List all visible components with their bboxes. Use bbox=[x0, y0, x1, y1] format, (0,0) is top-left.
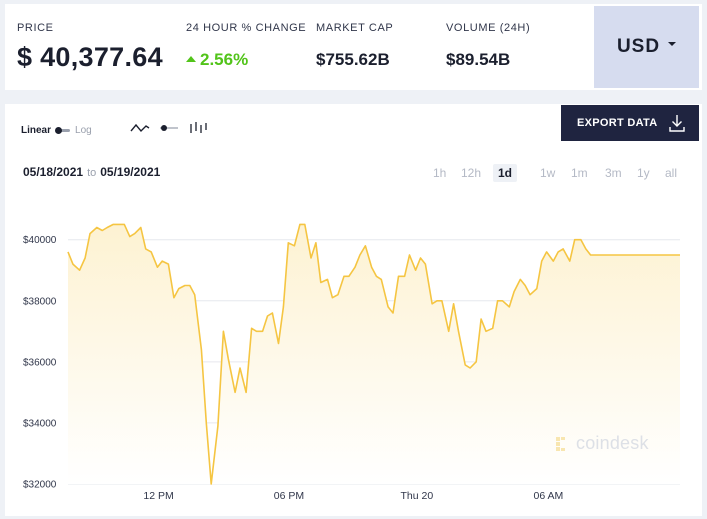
stats-bar: PRICE $ 40,377.64 24 HOUR % CHANGE 2.56%… bbox=[5, 4, 702, 90]
x-axis-ticks: 12 PM 06 PM Thu 20 06 AM bbox=[143, 490, 563, 502]
time-range-selector: 1h 12h 1d 1w 1m 3m 1y all bbox=[5, 164, 702, 186]
scale-switch[interactable] bbox=[55, 127, 71, 134]
market-cap-label: MARKET CAP bbox=[316, 22, 394, 34]
x-tick-label: 06 PM bbox=[274, 490, 304, 502]
range-button-1y[interactable]: 1y bbox=[637, 166, 650, 180]
change-percent: 2.56% bbox=[200, 50, 249, 69]
y-tick-label: $38000 bbox=[23, 296, 57, 307]
price-chart[interactable]: $32000 $34000 $36000 $38000 $40000 12 PM 06 P… bbox=[5, 104, 702, 516]
scale-switch-knob bbox=[55, 127, 63, 134]
line-chart-icon[interactable] bbox=[129, 121, 151, 135]
y-tick-label: $36000 bbox=[23, 357, 57, 368]
range-button-1w[interactable]: 1w bbox=[540, 166, 556, 180]
coindesk-logo-icon bbox=[556, 436, 565, 451]
y-tick-label: $32000 bbox=[23, 480, 57, 491]
change-label: 24 HOUR % CHANGE bbox=[186, 22, 307, 34]
coindesk-watermark: coindesk bbox=[554, 433, 649, 454]
date-range-to: to bbox=[87, 167, 97, 179]
x-tick-label: 06 AM bbox=[534, 490, 564, 502]
price-label: PRICE bbox=[17, 22, 54, 34]
range-button-1m[interactable]: 1m bbox=[571, 166, 588, 180]
coindesk-watermark-text: coindesk bbox=[576, 433, 649, 453]
candlestick-icon[interactable] bbox=[187, 121, 209, 135]
scale-log-label[interactable]: Log bbox=[75, 125, 92, 136]
range-button-1d[interactable]: 1d bbox=[493, 164, 518, 182]
date-range-start[interactable]: 05/18/2021 bbox=[23, 165, 84, 179]
caret-down-icon bbox=[668, 42, 677, 46]
range-button-3m[interactable]: 3m bbox=[605, 166, 622, 180]
ohlc-toggle-icon[interactable] bbox=[158, 121, 180, 135]
up-arrow-icon bbox=[186, 55, 196, 62]
change-value: 2.56% bbox=[186, 50, 248, 70]
currency-label: USD bbox=[616, 36, 661, 57]
volume-value: $89.54B bbox=[446, 50, 511, 69]
date-range: 05/18/2021 to 05/19/2021 bbox=[23, 165, 160, 179]
y-axis-ticks: $32000 $34000 $36000 $38000 $40000 bbox=[23, 235, 57, 490]
range-button-1h[interactable]: 1h bbox=[433, 166, 447, 180]
market-cap-value: $755.62B bbox=[316, 50, 390, 69]
date-range-end[interactable]: 05/19/2021 bbox=[100, 165, 161, 179]
chart-panel: Linear Log EXPORT DATA 05/18/2021 to 05/19… bbox=[5, 104, 702, 516]
export-data-button[interactable]: EXPORT DATA bbox=[561, 105, 699, 141]
download-icon bbox=[669, 115, 685, 132]
range-button-all[interactable]: all bbox=[665, 166, 678, 180]
y-tick-label: $40000 bbox=[23, 235, 57, 246]
price-line bbox=[67, 223, 680, 485]
x-tick-label: 12 PM bbox=[143, 490, 173, 502]
price-value: $ 40,377.64 bbox=[17, 42, 163, 72]
chart-type-selector bbox=[129, 121, 216, 135]
export-data-label: EXPORT DATA bbox=[577, 117, 658, 129]
y-tick-label: $34000 bbox=[23, 418, 57, 429]
x-tick-label: Thu 20 bbox=[400, 490, 433, 502]
currency-dropdown[interactable]: USD bbox=[594, 6, 699, 88]
scale-linear-label[interactable]: Linear bbox=[21, 125, 52, 136]
range-button-12h[interactable]: 12h bbox=[461, 166, 482, 180]
scale-toggle[interactable]: Linear Log bbox=[21, 125, 92, 136]
volume-label: VOLUME (24H) bbox=[446, 22, 531, 34]
